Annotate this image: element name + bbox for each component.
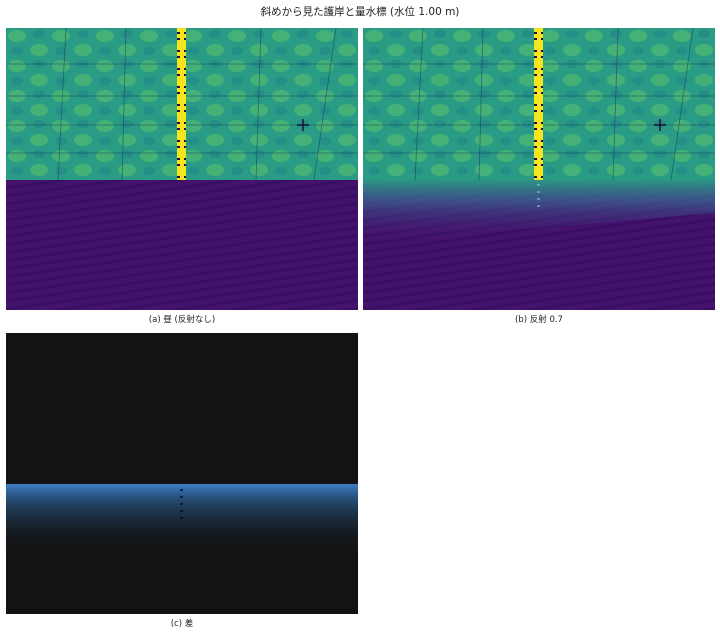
water-surface	[6, 180, 358, 310]
panel-a-image	[6, 28, 358, 310]
water-gauge-staff	[534, 28, 543, 180]
panel-daytime-no-reflection	[6, 28, 358, 310]
wall-reflection	[363, 180, 715, 243]
crosshair-marker	[654, 119, 666, 131]
panel-reflection	[363, 28, 715, 310]
difference-background	[6, 333, 358, 614]
difference-gauge-trace	[180, 489, 183, 519]
panel-difference	[6, 333, 358, 614]
panel-b-caption: (b) 反射 0.7	[515, 315, 563, 325]
water-gauge-staff	[177, 28, 186, 180]
panel-c-image	[6, 333, 358, 614]
panel-c-caption: (c) 差	[170, 619, 194, 629]
crosshair-marker	[297, 119, 309, 131]
gauge-reflection	[537, 184, 540, 207]
figure-title: 斜めから見た護岸と量水標 (水位 1.00 m)	[260, 6, 460, 18]
panel-b-image	[363, 28, 715, 310]
panel-a-caption: (a) 昼 (反射なし)	[148, 315, 216, 325]
